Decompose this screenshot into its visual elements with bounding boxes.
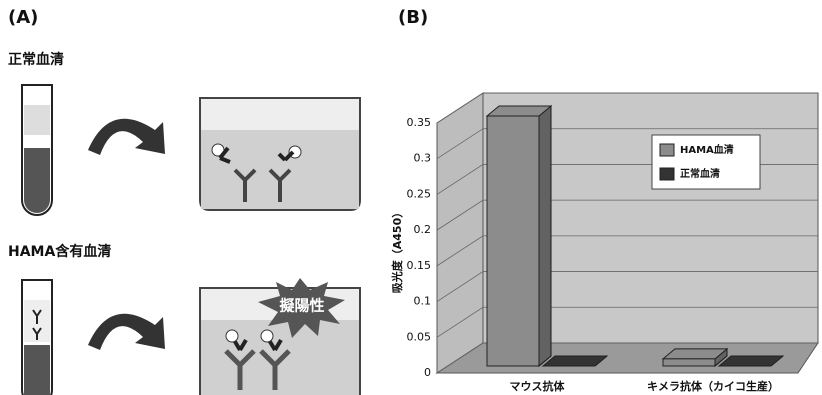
bar xyxy=(487,116,539,366)
y-tick-label: 0.15 xyxy=(407,259,432,272)
x-tick-label: マウス抗体 xyxy=(510,379,566,393)
bar-top xyxy=(663,349,727,359)
y-tick-label: 0.05 xyxy=(407,330,432,343)
y-tick-label: 0.25 xyxy=(407,187,432,200)
bar xyxy=(663,359,715,366)
arrow xyxy=(88,119,165,155)
x-tick-label: キメラ抗体（カイコ生産） xyxy=(647,379,779,393)
legend-swatch xyxy=(660,144,674,156)
y-tick-label: 0.3 xyxy=(414,152,432,165)
legend-box xyxy=(652,135,760,189)
figure: (A) 正常血清 HAMA含有血清 擬陽性 (B) 吸光度（A450） 0 0.0… xyxy=(0,0,822,395)
bar-side xyxy=(539,106,551,366)
section-title: HAMA含有血清 xyxy=(8,243,111,260)
false-positive-label: 擬陽性 xyxy=(279,297,324,315)
bar-top xyxy=(719,356,783,366)
arrow xyxy=(88,314,165,350)
y-tick-label: 0 xyxy=(424,366,431,379)
test-tube xyxy=(22,85,52,215)
section-title: 正常血清 xyxy=(8,51,64,68)
bar-top xyxy=(487,106,551,116)
side-wall xyxy=(437,93,483,373)
y-tick-label: 0.2 xyxy=(414,223,432,236)
y-tick-label: 0.1 xyxy=(414,295,432,308)
panel-label: (B) xyxy=(398,7,428,28)
legend-label: HAMA血清 xyxy=(680,143,734,156)
beaker xyxy=(200,98,360,210)
y-axis-title: 吸光度（A450） xyxy=(390,207,404,293)
panel-label: (A) xyxy=(8,7,38,28)
legend-swatch xyxy=(660,168,674,180)
legend-label: 正常血清 xyxy=(680,167,720,180)
y-tick-label: 0.35 xyxy=(407,116,432,129)
plot: 0 0.05 0.1 0.15 0.2 0.25 0.3 0.35 マウス抗体 キメラ抗体（カイコ… xyxy=(407,93,819,393)
bar-top xyxy=(543,356,607,366)
test-tube xyxy=(22,280,52,395)
